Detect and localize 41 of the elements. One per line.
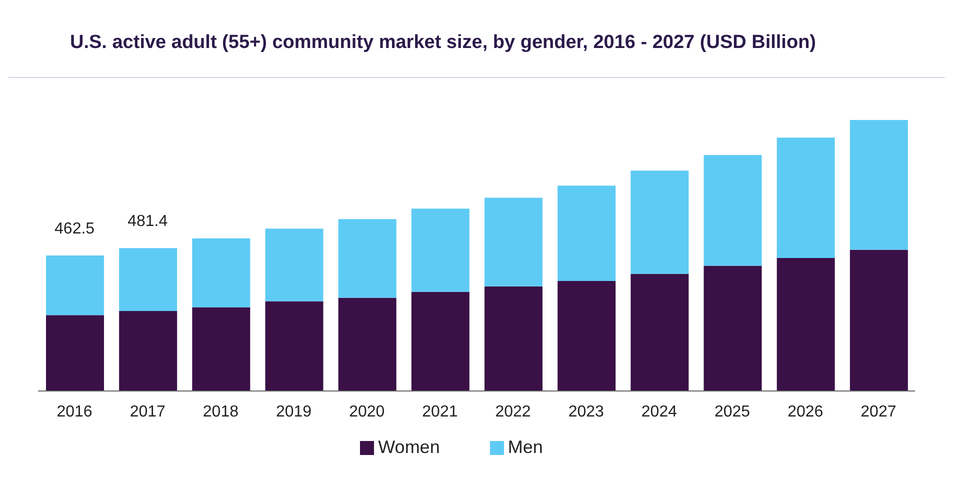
chart-title: U.S. active adult (55+) community market size, by gender, 2016 - 2027 (USD Billion): [8, 8, 945, 78]
bar: [192, 238, 250, 308]
bar: [411, 292, 470, 391]
bar: [850, 250, 908, 391]
bar: [119, 311, 178, 391]
bar: [776, 258, 835, 391]
legend-label: Men: [508, 437, 543, 457]
annotation: 481.4: [128, 213, 168, 230]
bar: [704, 154, 762, 266]
bar: [776, 138, 835, 258]
x-tick-label: 2018: [202, 403, 239, 420]
x-tick-label: 2020: [349, 403, 385, 420]
bar: [484, 198, 542, 286]
bar: [484, 286, 542, 391]
bar: [265, 228, 324, 302]
x-tick-label: 2026: [788, 403, 824, 420]
x-tick-label: 2016: [56, 403, 92, 420]
bar: [46, 315, 104, 391]
bar: [338, 219, 396, 298]
x-tick-label: 2019: [276, 403, 312, 420]
bar: [630, 170, 689, 274]
x-tick-label: 2022: [495, 403, 531, 420]
x-tick-label: 2027: [860, 403, 896, 420]
bar: [46, 256, 104, 316]
bar: [850, 120, 908, 250]
annotation: 462.5: [54, 220, 95, 238]
bar: [119, 248, 178, 312]
bar: [192, 307, 250, 391]
bar: [338, 298, 396, 391]
bar: [558, 186, 616, 281]
x-tick-label: 2017: [130, 403, 166, 420]
bar: [630, 274, 689, 391]
bar: [558, 280, 616, 391]
bar: [265, 301, 324, 391]
bar: [411, 208, 470, 292]
bar: [704, 266, 762, 391]
x-tick-label: 2021: [422, 403, 458, 420]
x-tick-label: 2024: [641, 403, 678, 420]
legend-label: Women: [378, 437, 440, 457]
x-tick-label: 2025: [714, 403, 750, 420]
x-tick-label: 2023: [568, 403, 604, 420]
